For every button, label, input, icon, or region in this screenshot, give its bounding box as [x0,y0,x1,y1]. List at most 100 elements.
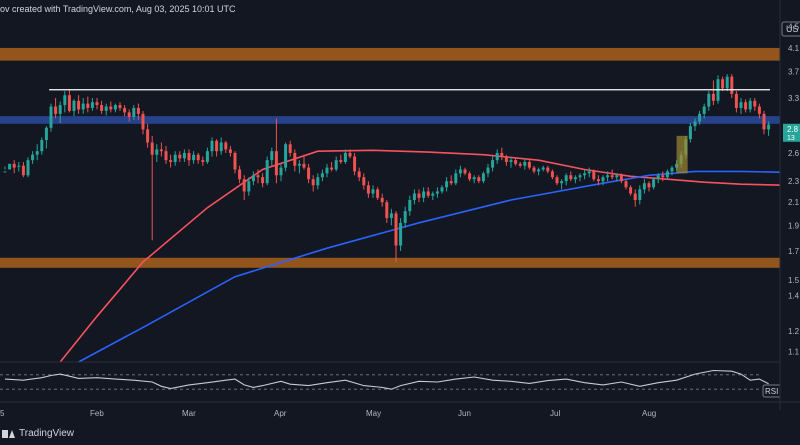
candle [578,173,582,182]
candle [610,169,614,180]
candle [693,118,697,131]
candle-body [118,105,122,108]
x-tick-label: May [366,409,381,418]
candle-body [569,175,573,180]
candle [560,179,564,190]
candle-body [81,103,85,110]
candle [721,76,725,92]
candle-body [72,100,76,111]
candle [730,74,734,98]
candle [251,171,255,186]
candle [247,177,251,196]
candle-body [90,102,94,108]
candle-body [527,161,531,168]
candle-body [583,173,587,176]
candle-body [546,167,550,172]
candle-body [132,107,136,117]
candle-body [31,154,35,161]
candle-body [523,161,527,166]
candle [748,97,752,113]
candle-body [642,183,646,190]
candle [661,171,665,182]
candle [334,156,338,172]
candle-body [422,191,426,198]
candle-body [555,177,559,184]
candle [224,140,228,153]
candle [3,166,7,173]
highlight-box [676,135,688,174]
candle-body [693,121,697,127]
price-axis[interactable]: US4.5 4.1 3.7 3.3 2.6 2.3 2.1 1.9 1.7 1.5 1.4 1.2 1.… [779,0,800,445]
candle-body [334,160,338,170]
candle-body [86,103,90,108]
candle-body [665,171,669,178]
candle [81,97,85,114]
candle [523,158,527,170]
candle [192,151,196,164]
candle [31,151,35,164]
candle [702,103,706,119]
candle-body [587,171,591,174]
attribution-header: ov created with TradingView.com, Aug 03,… [0,4,236,14]
candle [426,187,430,198]
candle [629,185,633,196]
candle-body [205,151,209,162]
candle-body [734,93,738,108]
candle [54,97,58,119]
candle [104,103,108,116]
time-axis[interactable]: 5 Feb Mar Apr May Jun Jul Aug [0,401,800,418]
candle-body [274,151,278,176]
candle-body [228,149,232,153]
candle [366,181,370,198]
candle-body [688,126,692,140]
candle-body [431,193,435,196]
candle [302,154,306,170]
rsi-line [4,369,769,390]
x-tick-label: 5 [0,409,5,418]
candle [90,97,94,111]
candle-body [307,167,311,180]
candle [109,101,113,113]
candle [17,161,21,172]
candle-body [435,191,439,194]
candle-body [399,222,403,246]
candle-body [468,173,472,180]
candle-body [560,181,564,184]
candle-body [670,167,674,172]
candle [40,137,44,155]
candle [527,160,531,170]
y-tick-label: 1.7 [788,247,800,256]
candle-body [330,167,334,170]
candle-body [606,175,610,178]
candle [394,211,398,263]
candle [422,187,426,203]
candle [647,181,651,192]
candle-body [573,177,577,180]
candle [228,145,232,157]
candle [293,149,297,172]
x-tick-label: Jun [458,409,471,418]
candle [238,165,242,184]
candle [21,161,25,178]
x-tick-label: Feb [90,409,104,418]
tradingview-brand[interactable]: TradingView [2,428,74,439]
candle-body [376,189,380,198]
candle-body [238,169,242,180]
candle-body [725,76,729,89]
y-tick-label: 3.3 [788,94,800,103]
candle-body [146,129,150,143]
candle-body [127,112,131,117]
candle [569,171,573,182]
candle [431,191,435,201]
candle-body [17,165,21,167]
candle-body [26,160,30,176]
tradingview-logo-icon [2,429,16,439]
candle-body [316,177,320,186]
candle [196,152,200,164]
candle-body [385,202,389,219]
candle [665,169,669,180]
candle-body [541,167,545,170]
y-tick-label: 1.9 [788,221,800,230]
candle [261,173,265,188]
